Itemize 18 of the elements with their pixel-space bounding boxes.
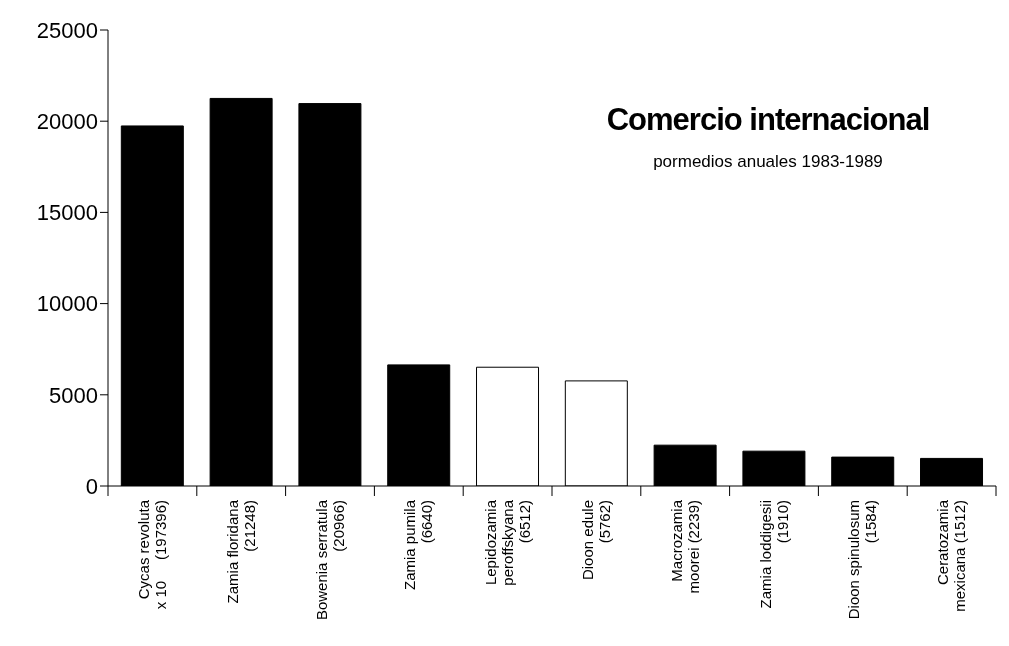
y-tick-label: 25000 bbox=[36, 17, 98, 43]
text: pormedios anuales 1983-1989 bbox=[652, 152, 884, 172]
y-tick-label: 5000 bbox=[49, 382, 98, 408]
x-tick-label: Zamia loddigesii (1910) bbox=[756, 500, 791, 609]
y-tick-label: 10000 bbox=[36, 291, 98, 317]
y-tick-label: 20000 bbox=[36, 109, 98, 135]
x-tick-label: Cycas revoluta x 10 (197396) bbox=[134, 499, 169, 610]
x-tick-label: Dioon spinulosum (1584) bbox=[845, 500, 880, 620]
y-tick-label: 0 bbox=[85, 473, 98, 499]
x-tick-label: Macrozamia moorei (2239) bbox=[667, 499, 702, 594]
x-tick-label: Bowenia serratula (20966) bbox=[312, 499, 347, 621]
x-tick-label: Ceratozamia mexicana (1512) bbox=[934, 499, 969, 612]
text: Comercio internacional bbox=[605, 102, 931, 138]
x-tick-label: Zamia pumila (6640) bbox=[401, 499, 436, 591]
y-tick-label: 15000 bbox=[36, 200, 98, 226]
x-tick-label: Dioon edule (5762) bbox=[578, 500, 613, 581]
x-tick-label: Lepidozamia peroffskyana (6512) bbox=[481, 499, 533, 586]
x-tick-label: Zamia floridana (21248) bbox=[223, 499, 258, 604]
